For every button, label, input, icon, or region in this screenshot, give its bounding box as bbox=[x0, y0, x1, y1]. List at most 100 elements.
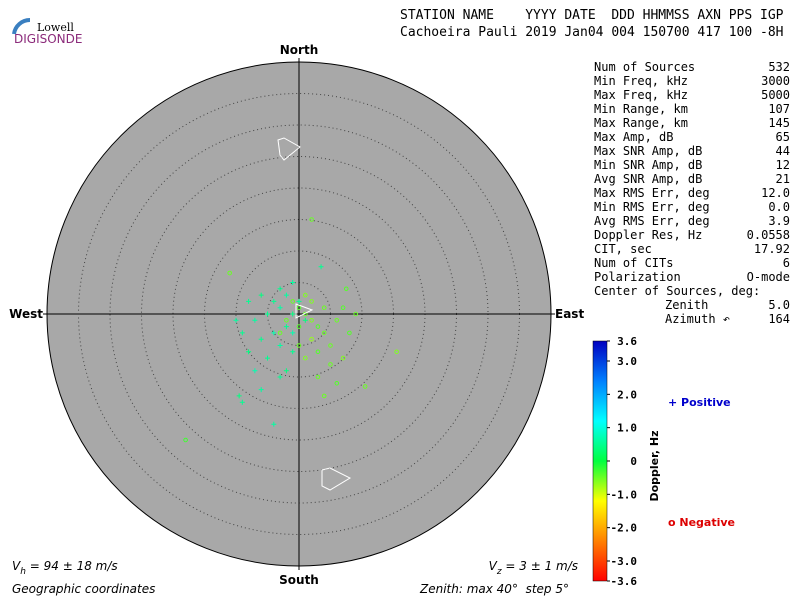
source-negative bbox=[296, 343, 302, 348]
source-positive bbox=[233, 317, 239, 323]
stat-value: 0.0 bbox=[768, 200, 790, 214]
velocity-part: = 94 ± 18 m/s bbox=[26, 559, 118, 573]
stat-label: Doppler Res, Hz bbox=[594, 228, 702, 242]
source-negative bbox=[328, 362, 333, 367]
stat-value: 5000 bbox=[761, 88, 790, 102]
source-negative bbox=[183, 437, 188, 443]
zenith-part: Zenith: max bbox=[419, 582, 497, 596]
colorbar: 3.6 3.0 2.0 1.0 0 -1.0 -2.0 -3.0 -3.6 Doppler, Hz… bbox=[592, 335, 735, 588]
source-negative bbox=[309, 299, 314, 304]
stat-label: Num of Sources bbox=[594, 60, 695, 74]
source-negative bbox=[362, 384, 368, 389]
stat-value: 6 bbox=[783, 256, 790, 270]
source-positive bbox=[290, 280, 296, 285]
source-positive bbox=[277, 286, 283, 292]
stat-value: 21 bbox=[776, 172, 790, 186]
source-negative bbox=[343, 286, 349, 292]
direction-label: West bbox=[9, 307, 43, 321]
logo: Lowell DIGISONDE bbox=[12, 17, 82, 46]
stat-value: 145 bbox=[768, 116, 790, 130]
colorbar-label: Doppler, Hz bbox=[648, 430, 661, 501]
source-negative bbox=[303, 292, 308, 298]
colorbar-tick-label: 3.0 bbox=[617, 355, 637, 368]
source-positive bbox=[236, 393, 242, 399]
stat-value: 44 bbox=[776, 144, 790, 158]
source-positive bbox=[271, 421, 277, 427]
source-positive bbox=[290, 330, 296, 336]
source-negative bbox=[296, 305, 302, 311]
source-positive bbox=[271, 298, 277, 304]
source-negative bbox=[347, 330, 352, 336]
source-positive bbox=[277, 343, 283, 348]
source-positive bbox=[318, 264, 324, 270]
source-positive bbox=[239, 330, 245, 336]
colorbar-tick-label: 3.6 bbox=[617, 335, 637, 348]
stat-value: O-mode bbox=[747, 270, 790, 284]
stat-label: Min RMS Err, deg bbox=[594, 200, 710, 214]
stat-label: Num of CITs bbox=[594, 256, 673, 270]
zenith-part: 40 bbox=[497, 582, 513, 596]
zenith-part: ° bbox=[563, 582, 569, 596]
colorbar-tick-label: -3.6 bbox=[611, 575, 638, 588]
colorbar-bar bbox=[592, 340, 608, 582]
colorbar-tick-label: 0 bbox=[630, 455, 637, 468]
source-negative bbox=[303, 355, 308, 361]
source-negative bbox=[315, 349, 321, 355]
velocity-label: Vz = 3 ± 1 m/s bbox=[489, 559, 578, 577]
source-positive bbox=[239, 399, 245, 405]
stat-label: Max Amp, dB bbox=[594, 130, 673, 144]
source-positive bbox=[283, 292, 289, 298]
source-positive bbox=[246, 349, 252, 355]
source-negative bbox=[340, 305, 346, 311]
source-negative bbox=[315, 324, 321, 329]
source-positive bbox=[265, 311, 270, 317]
direction-label: East bbox=[555, 307, 584, 321]
source-positive bbox=[258, 336, 264, 342]
legend-positive: + Positive bbox=[668, 396, 731, 409]
source-positive bbox=[290, 349, 296, 355]
stat-value: 107 bbox=[768, 102, 790, 116]
header-line: STATION NAME YYYY DATE DDD HHMMSS AXN PP… bbox=[400, 8, 784, 23]
stat-label: Max SNR Amp, dB bbox=[594, 144, 702, 158]
source-negative bbox=[321, 330, 327, 336]
zenith-part: step bbox=[518, 582, 555, 596]
source-positive bbox=[283, 324, 289, 330]
stat-label: Max Range, km bbox=[594, 116, 688, 130]
source-positive bbox=[252, 317, 258, 323]
stat-value: 164 bbox=[768, 312, 790, 326]
stat-label: Max Freq, kHz bbox=[594, 88, 688, 102]
logo-top: Lowell bbox=[37, 21, 74, 34]
center-title: Center of Sources, deg: bbox=[594, 284, 760, 298]
stat-label: Min Range, km bbox=[594, 102, 688, 116]
source-positive bbox=[277, 305, 283, 311]
colorbar-tick-label: -3.0 bbox=[611, 555, 638, 568]
source-negative bbox=[353, 311, 359, 317]
coordinates-label: Geographic coordinates bbox=[12, 582, 155, 596]
source-negative bbox=[227, 270, 232, 276]
source-negative bbox=[309, 336, 314, 342]
stat-label: Zenith bbox=[665, 298, 708, 312]
source-positive bbox=[258, 387, 264, 393]
legend-negative: o Negative bbox=[668, 516, 735, 529]
source-negative bbox=[284, 318, 289, 323]
stat-label: CIT, sec bbox=[594, 242, 652, 256]
colorbar-tick-label: -1.0 bbox=[611, 488, 638, 501]
stats-table: Num of Sources 532 Min Freq, kHz 3000 Max Fr… bbox=[594, 60, 790, 326]
source-positive bbox=[271, 330, 277, 336]
source-negative bbox=[296, 324, 302, 329]
source-negative bbox=[309, 217, 314, 222]
source-positive bbox=[252, 368, 258, 374]
source-positive bbox=[277, 374, 283, 380]
zenith-part: ° bbox=[512, 582, 518, 596]
header-line: Cachoeira Pauli 2019 Jan04 004 150700 41… bbox=[400, 25, 784, 40]
source-negative bbox=[340, 355, 346, 361]
stat-value: 12 bbox=[776, 158, 790, 172]
stat-value: 532 bbox=[768, 60, 790, 74]
stat-value: 17.92 bbox=[754, 242, 790, 256]
source-negative bbox=[321, 393, 327, 399]
stat-value: 5.0 bbox=[768, 298, 790, 312]
source-negative bbox=[334, 381, 340, 386]
colorbar-tick-label: 1.0 bbox=[617, 422, 637, 435]
source-positive bbox=[302, 317, 308, 323]
